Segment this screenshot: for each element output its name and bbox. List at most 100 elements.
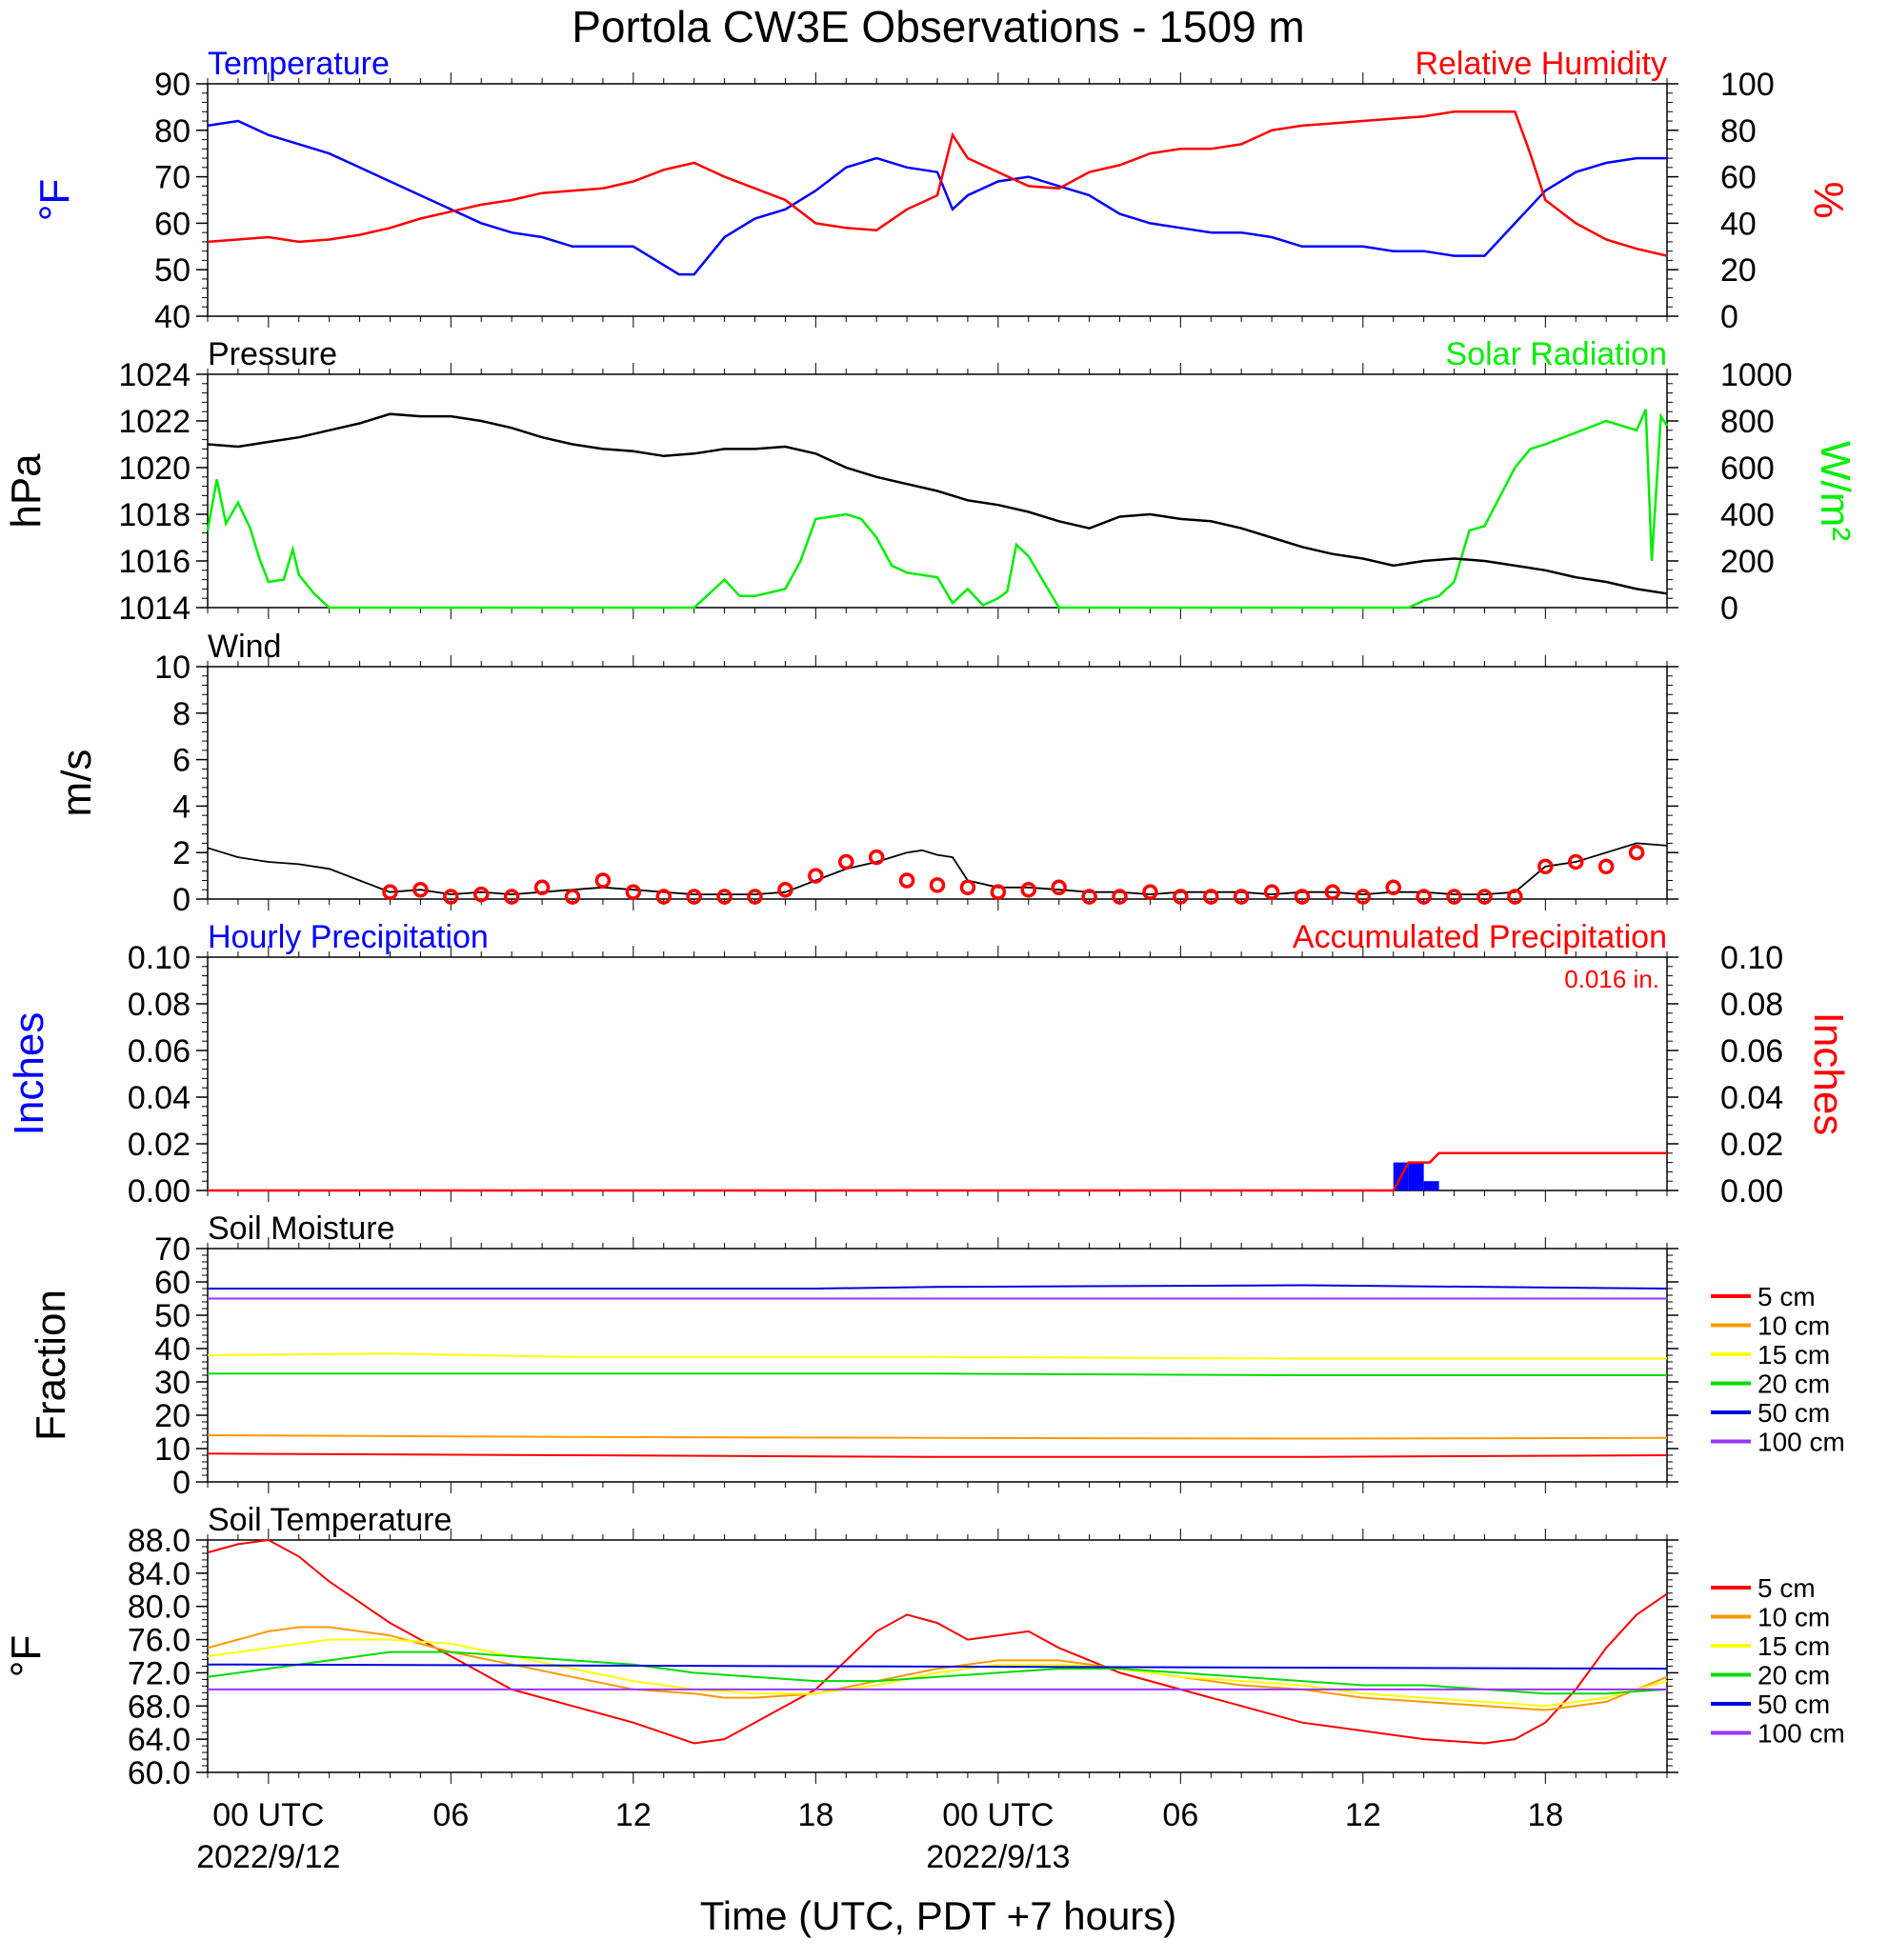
series-humidity: [207, 110, 1668, 257]
series-pressure: [207, 412, 1668, 595]
y-tick-label: 20: [154, 1398, 191, 1434]
y-tick-label: 80: [154, 113, 191, 150]
panel-frame: [207, 83, 1668, 317]
panel-label-solar: Solar Radiation: [1446, 336, 1667, 372]
wind-barb-marker: [1628, 844, 1645, 861]
y-tick-label: 0: [172, 882, 191, 918]
wind-barb-marker: [1597, 858, 1615, 875]
wind-barb-marker: [1294, 889, 1311, 905]
wind-barb-marker: [564, 889, 581, 905]
wind-barb-marker: [1263, 884, 1280, 900]
wind-barb-marker: [655, 889, 672, 905]
panel-label-accum-precip: Accumulated Precipitation: [1293, 919, 1667, 955]
y-tick-label: 50: [154, 1298, 191, 1334]
chart-title: Portola CW3E Observations - 1509 m: [572, 2, 1305, 51]
x-tick-label: 18: [1527, 1797, 1563, 1833]
wind-barb-marker: [1081, 889, 1097, 905]
series-soil_moisture-4: [208, 1284, 1668, 1290]
panel-soil_temp: 60.064.068.072.076.080.084.088.0 Soil Tem…: [3, 1502, 1845, 1791]
wind-barb-marker: [473, 886, 490, 903]
wind-barb-marker: [382, 884, 398, 900]
panel-frame: [207, 666, 1668, 900]
legend-label: 50 cm: [1757, 1690, 1830, 1719]
series-soil_temp-4: [207, 1663, 1668, 1670]
y-tick-label: 0.00: [128, 1173, 191, 1210]
legend-label: 5 cm: [1757, 1573, 1816, 1603]
y-tick-label: 0.08: [128, 987, 191, 1023]
wind-barb-marker: [1142, 884, 1158, 900]
y-axis-unit-right: %: [1805, 181, 1852, 218]
y-tick-label: 72.0: [128, 1655, 191, 1691]
wind-barb-marker: [1203, 889, 1219, 905]
wind-barb-marker: [1385, 879, 1401, 896]
x-tick-label: 06: [1162, 1797, 1198, 1833]
panel-label-soil_moisture: Soil Moisture: [208, 1210, 395, 1247]
y-tick-label: 1018: [118, 497, 191, 533]
wind-barb-marker: [716, 889, 733, 905]
y-tick-label: 2: [172, 835, 191, 871]
y-axis-unit-left: m/s: [53, 750, 100, 817]
y-tick-label: 10: [154, 1431, 191, 1468]
y-tick-label-right: 1000: [1720, 357, 1793, 393]
y-tick-label: 30: [154, 1365, 191, 1401]
y-tick-label: 60.0: [128, 1755, 191, 1791]
y-tick-label-right: 800: [1720, 404, 1775, 440]
wind-barb-marker: [838, 853, 854, 870]
wind-barb-marker: [777, 881, 793, 898]
y-tick-label-right: 60: [1720, 160, 1757, 196]
x-axis-labels: 00 UTC 2022/9/12 06 12 18 00 UTC 2022/9/13 06 12…: [196, 1797, 1563, 1875]
wind-barb-marker: [990, 884, 1007, 900]
y-tick-label-right: 0.02: [1720, 1127, 1783, 1163]
wind-barb-marker: [959, 879, 976, 896]
precip-bar: [1408, 1162, 1424, 1190]
wind-barb-marker: [929, 877, 946, 893]
y-tick-label: 1022: [118, 404, 191, 440]
y-tick-label: 10: [154, 650, 191, 686]
y-tick-label: 6: [172, 743, 191, 779]
y-tick-label: 60: [154, 1265, 191, 1301]
wind-barb-marker: [1324, 884, 1341, 900]
panel-frame: [207, 1248, 1668, 1483]
precip-bar: [1423, 1181, 1439, 1190]
wind-barb-marker: [503, 889, 520, 905]
y-tick-label: 40: [154, 1331, 191, 1368]
legend-label: 50 cm: [1757, 1398, 1830, 1428]
wind-barb-marker: [1507, 889, 1523, 905]
y-tick-label: 0.10: [128, 940, 191, 976]
y-tick-label: 0.06: [128, 1033, 191, 1070]
legend-label: 100 cm: [1757, 1719, 1845, 1749]
y-tick-label-right: 0.00: [1720, 1173, 1783, 1210]
series-accum-precip: [208, 1151, 1667, 1192]
y-tick-label: 88.0: [128, 1523, 191, 1559]
y-tick-label-right: 0.04: [1720, 1080, 1783, 1116]
y-axis-unit-left: °F: [31, 179, 78, 221]
y-tick-label: 60: [154, 206, 191, 242]
x-tick-label: 18: [797, 1797, 834, 1833]
wind-barb-marker: [443, 889, 459, 905]
y-axis-unit-left: Inches: [6, 1012, 52, 1136]
series-soil_moisture-1: [207, 1434, 1668, 1440]
y-tick-label-right: 0: [1720, 590, 1738, 627]
panel-pressure_solar: 1014 1016 1018 1020 1022 1024 0 200 400 600 800 100…: [3, 336, 1858, 627]
panel-label-wind: Wind: [208, 629, 281, 665]
wind-barb-marker: [1537, 858, 1554, 875]
x-tick-label: 12: [615, 1797, 652, 1833]
legend-label: 15 cm: [1757, 1631, 1830, 1661]
panel-wind: 0 2 4 6 8 10 Wind m/s: [53, 629, 1678, 918]
wind-barb-marker: [1051, 879, 1067, 896]
wind-barb-marker: [533, 879, 551, 896]
panel-label-humidity: Relative Humidity: [1415, 46, 1667, 82]
panel-label-soil_temp: Soil Temperature: [208, 1502, 452, 1538]
y-tick-label: 0.02: [128, 1127, 191, 1163]
accum-precip-total: 0.016 in.: [1564, 965, 1659, 993]
panel-label-pressure: Pressure: [208, 336, 337, 372]
x-tick-label: 06: [432, 1797, 469, 1833]
y-tick-label-right: 0: [1720, 299, 1738, 335]
panel-temp_rh: 40 50 60 70 80 90 0 20 40 60 80 100 Temperature Relat…: [31, 46, 1852, 335]
x-tick-label: 12: [1345, 1797, 1381, 1833]
wind-barb-marker: [1112, 889, 1128, 905]
